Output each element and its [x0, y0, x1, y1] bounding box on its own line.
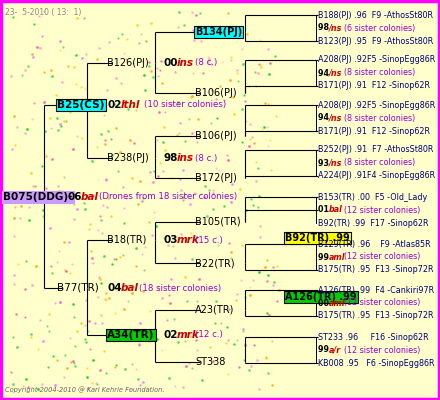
Text: aml: aml — [329, 252, 345, 262]
Text: 94: 94 — [318, 68, 332, 78]
Text: /ns: /ns — [329, 158, 342, 168]
Text: B129(TR) .96    F9 -Atlas85R: B129(TR) .96 F9 -Atlas85R — [318, 240, 431, 248]
Text: (15 c.): (15 c.) — [194, 236, 222, 244]
Text: 98: 98 — [164, 153, 178, 163]
Text: (8 sister colonies): (8 sister colonies) — [339, 68, 415, 78]
Text: 00: 00 — [318, 298, 332, 308]
Text: A224(PJ) .91F4 -SinopEgg86R: A224(PJ) .91F4 -SinopEgg86R — [318, 172, 435, 180]
Text: B075(DDG)-: B075(DDG)- — [3, 192, 72, 202]
Text: A23(TR): A23(TR) — [195, 305, 235, 315]
Text: 98: 98 — [318, 24, 332, 32]
Text: (12 sister colonies): (12 sister colonies) — [339, 298, 420, 308]
Text: A208(PJ) .92F5 -SinopEgg86R: A208(PJ) .92F5 -SinopEgg86R — [318, 56, 435, 64]
Text: A34(TR): A34(TR) — [107, 330, 154, 340]
Text: (8 c.): (8 c.) — [194, 154, 217, 162]
Text: A126(TR) .99  F4 -Cankiri97R: A126(TR) .99 F4 -Cankiri97R — [318, 286, 434, 294]
Text: ST233 .96     F16 -Sinop62R: ST233 .96 F16 -Sinop62R — [318, 332, 429, 342]
Text: B171(PJ) .91  F12 -Sinop62R: B171(PJ) .91 F12 -Sinop62R — [318, 82, 430, 90]
Text: 04: 04 — [108, 283, 123, 293]
Text: 23-  5-2010 ( 13:  1): 23- 5-2010 ( 13: 1) — [5, 8, 81, 17]
Text: B18(TR): B18(TR) — [107, 235, 147, 245]
Text: ins: ins — [177, 58, 194, 68]
Text: mrk: mrk — [177, 235, 200, 245]
Text: lthl: lthl — [121, 100, 140, 110]
Text: B252(PJ) .91  F7 -AthosSt80R: B252(PJ) .91 F7 -AthosSt80R — [318, 146, 433, 154]
Text: (6 sister colonies): (6 sister colonies) — [339, 24, 415, 32]
Text: A208(PJ) .92F5 -SinopEgg86R: A208(PJ) .92F5 -SinopEgg86R — [318, 100, 435, 110]
Text: (8 sister colonies): (8 sister colonies) — [339, 114, 415, 122]
Text: 01: 01 — [318, 206, 332, 214]
Text: bal: bal — [81, 192, 99, 202]
Text: B92(TR) .99: B92(TR) .99 — [285, 233, 350, 243]
Text: B175(TR) .95  F13 -Sinop72R: B175(TR) .95 F13 -Sinop72R — [318, 312, 433, 320]
Text: 02: 02 — [164, 330, 179, 340]
Text: B106(PJ): B106(PJ) — [195, 131, 237, 141]
Text: 00: 00 — [164, 58, 179, 68]
Text: 03: 03 — [164, 235, 179, 245]
Text: B171(PJ) .91  F12 -Sinop62R: B171(PJ) .91 F12 -Sinop62R — [318, 126, 430, 136]
Text: KB008 .95   F6 -SinopEgg86R: KB008 .95 F6 -SinopEgg86R — [318, 358, 434, 368]
Text: /ns: /ns — [329, 68, 342, 78]
Text: B153(TR) .00  F5 -Old_Lady: B153(TR) .00 F5 -Old_Lady — [318, 192, 427, 202]
Text: (12 sister colonies): (12 sister colonies) — [339, 252, 420, 262]
Text: (10 sister colonies): (10 sister colonies) — [144, 100, 226, 110]
Text: B123(PJ) .95  F9 -AthosSt80R: B123(PJ) .95 F9 -AthosSt80R — [318, 36, 433, 46]
Text: /ns: /ns — [329, 24, 342, 32]
Text: 94: 94 — [318, 114, 332, 122]
Text: B105(TR): B105(TR) — [195, 217, 241, 227]
Text: mrk: mrk — [177, 330, 200, 340]
Text: (12 sister colonies): (12 sister colonies) — [339, 346, 420, 354]
Text: 99: 99 — [318, 346, 332, 354]
Text: (12 c.): (12 c.) — [194, 330, 222, 340]
Text: B22(TR): B22(TR) — [195, 258, 235, 268]
Text: 02: 02 — [108, 100, 122, 110]
Text: bal: bal — [329, 206, 342, 214]
Text: B106(PJ): B106(PJ) — [195, 88, 237, 98]
Text: a/r: a/r — [329, 346, 341, 354]
Text: B92(TR) .99  F17 -Sinop62R: B92(TR) .99 F17 -Sinop62R — [318, 218, 429, 228]
Text: 99: 99 — [318, 252, 332, 262]
Text: bal: bal — [121, 283, 139, 293]
Text: Copyright 2004-2010 @ Karl Kehrle Foundation.: Copyright 2004-2010 @ Karl Kehrle Founda… — [5, 386, 165, 393]
Text: ins: ins — [177, 153, 194, 163]
Text: (12 sister colonies): (12 sister colonies) — [339, 206, 420, 214]
Text: A126(TR) .99: A126(TR) .99 — [285, 292, 357, 302]
Text: /ns: /ns — [329, 114, 342, 122]
Text: aml: aml — [329, 298, 345, 308]
Text: B172(PJ): B172(PJ) — [195, 173, 237, 183]
Text: B188(PJ) .96  F9 -AthosSt80R: B188(PJ) .96 F9 -AthosSt80R — [318, 10, 433, 20]
Text: B134(PJ): B134(PJ) — [195, 27, 242, 37]
Text: B126(PJ): B126(PJ) — [107, 58, 149, 68]
Text: (8 c.): (8 c.) — [194, 58, 217, 68]
Text: B25(CS): B25(CS) — [57, 100, 104, 110]
Text: B175(TR) .95  F13 -Sinop72R: B175(TR) .95 F13 -Sinop72R — [318, 266, 433, 274]
Text: ST338: ST338 — [195, 357, 225, 367]
Text: 93: 93 — [318, 158, 332, 168]
Text: (Drones from 18 sister colonies): (Drones from 18 sister colonies) — [99, 192, 237, 202]
Text: (8 sister colonies): (8 sister colonies) — [339, 158, 415, 168]
Text: B77(TR): B77(TR) — [57, 283, 99, 293]
Text: (18 sister colonies): (18 sister colonies) — [139, 284, 221, 292]
Text: 06: 06 — [68, 192, 83, 202]
Text: B238(PJ): B238(PJ) — [107, 153, 149, 163]
